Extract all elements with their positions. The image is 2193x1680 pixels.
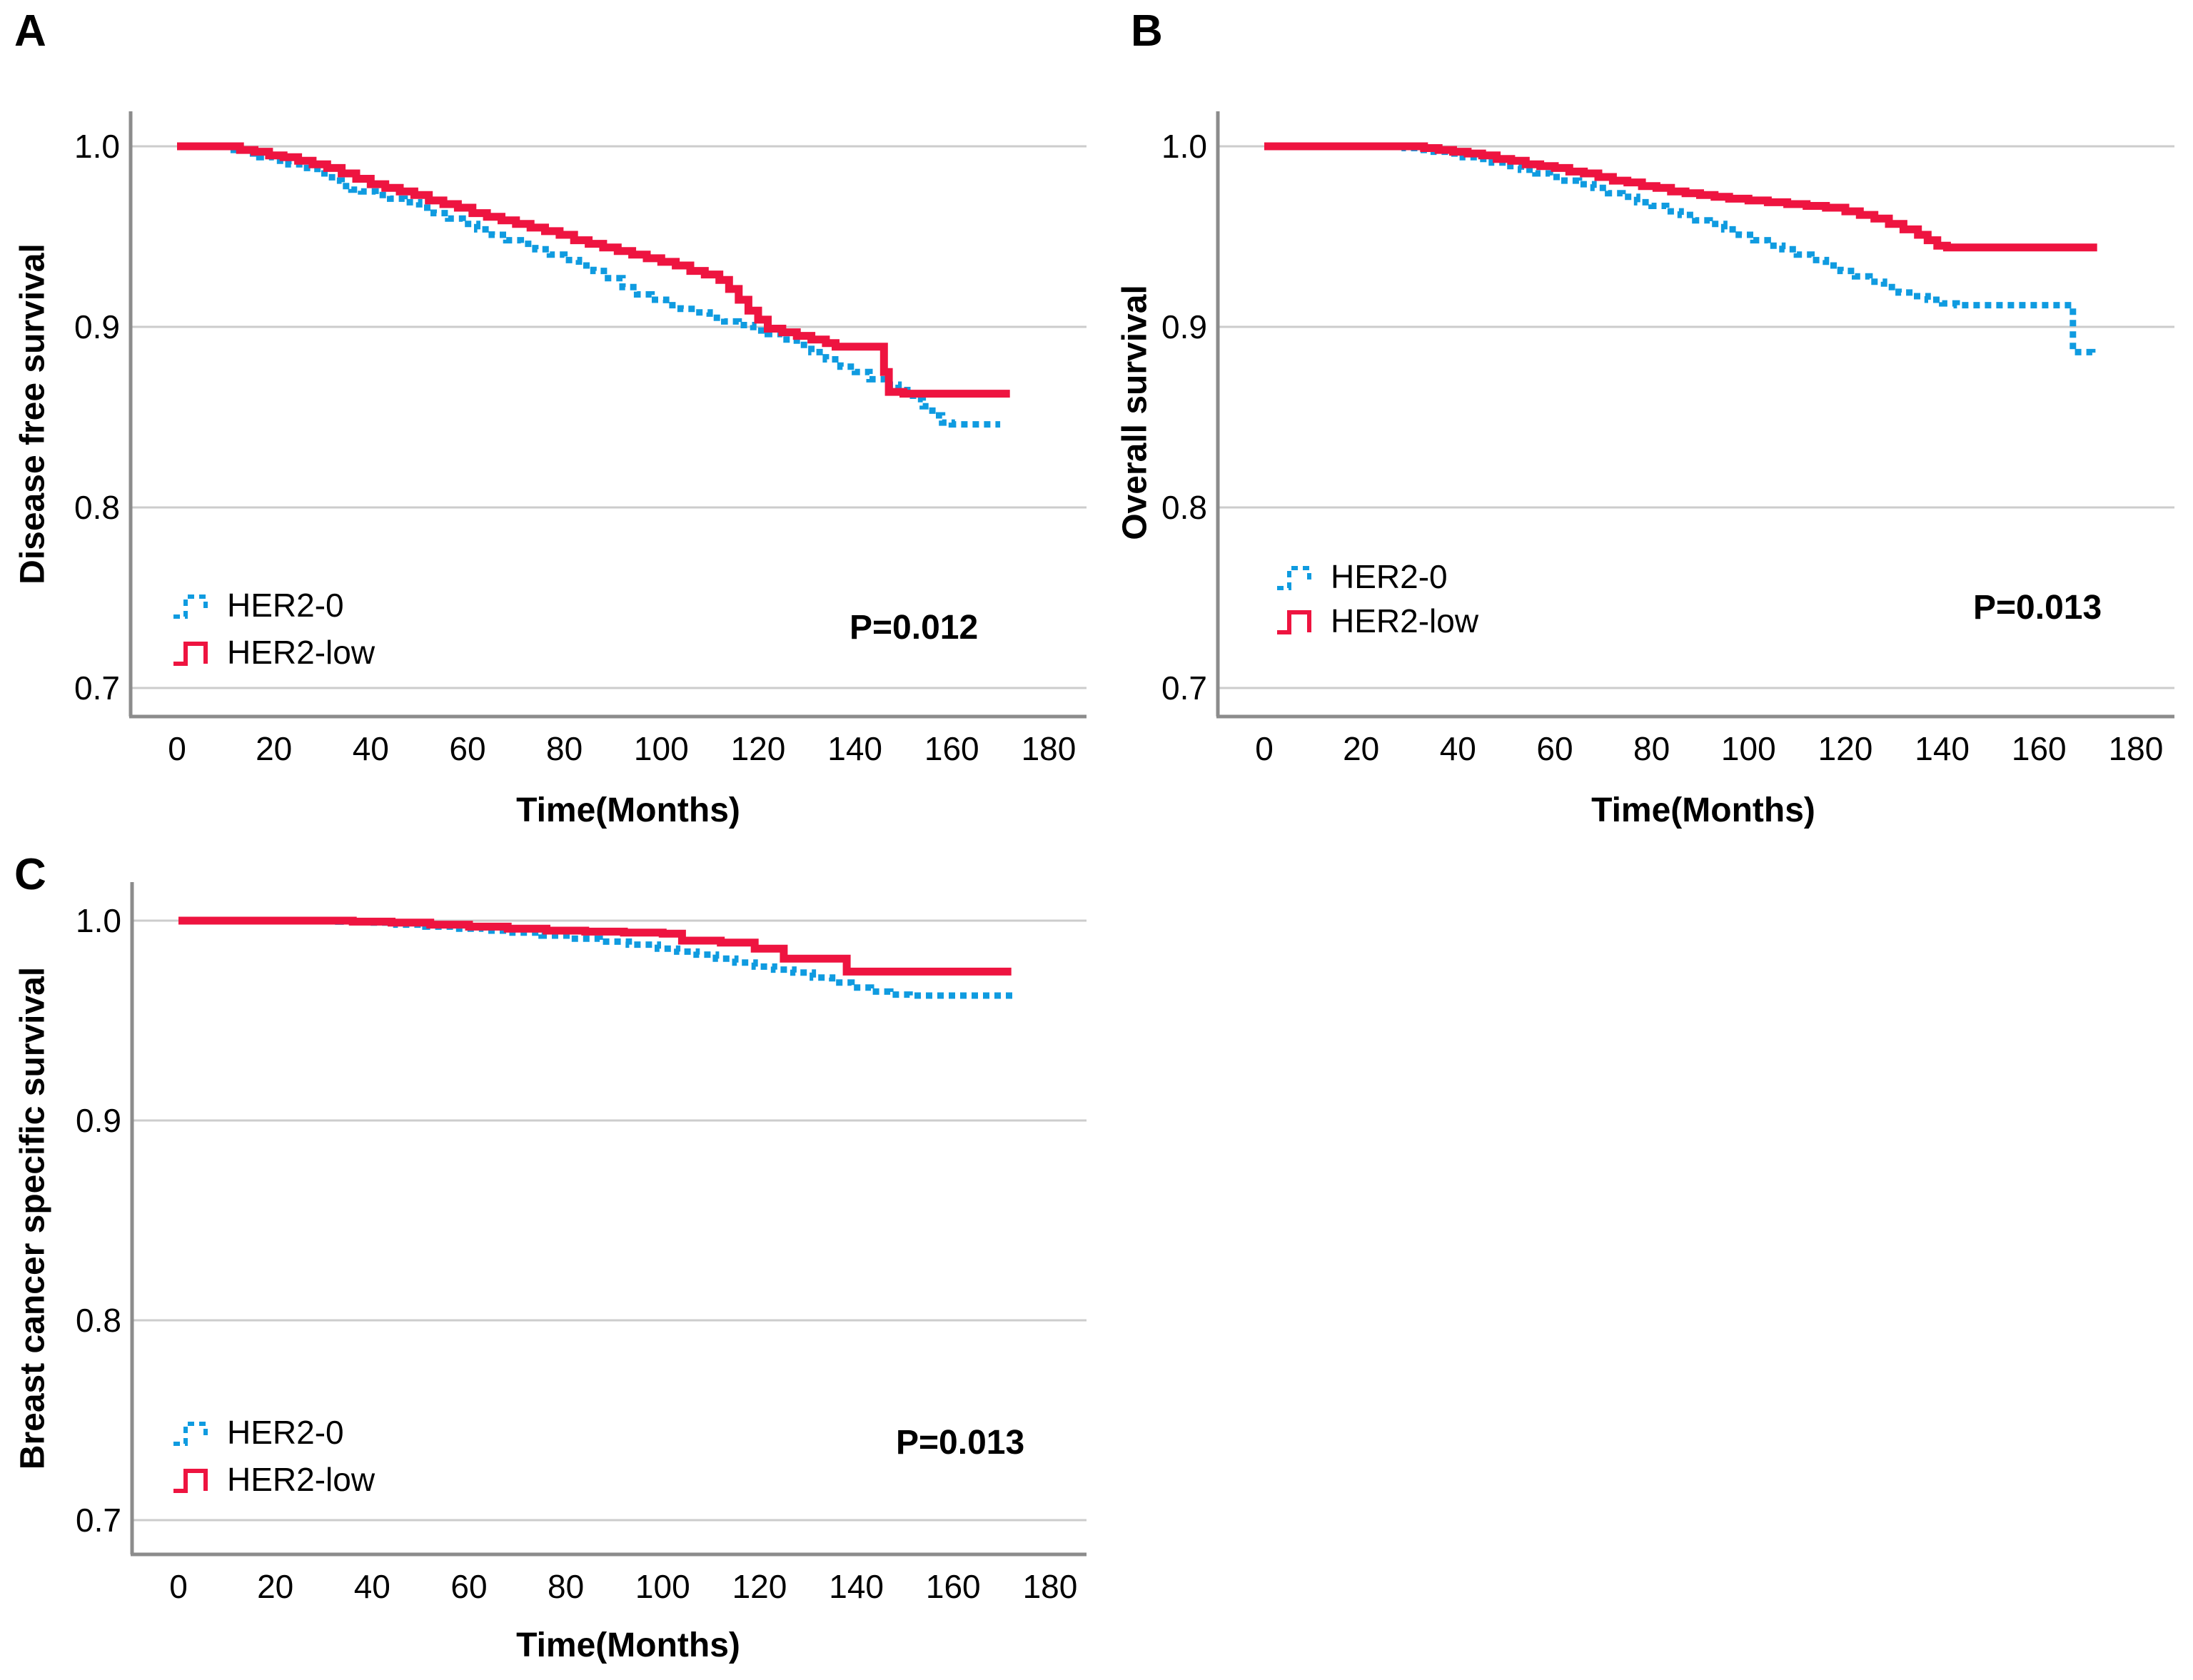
x-tick-label: 20 [257,1568,294,1605]
x-axis-title-a: Time(Months) [516,791,740,829]
x-tick-label: 180 [1021,730,1077,767]
x-tick-label: 160 [925,1568,981,1605]
y-tick-label: 0.9 [1161,308,1207,345]
x-tick-label: 180 [1022,1568,1078,1605]
legend-label: HER2-0 [227,587,344,624]
y-tick-label: 0.7 [1161,669,1207,707]
legend-label: HER2-low [1331,602,1479,639]
km-curve-her2-low [1264,142,2097,252]
p-value-c: P=0.013 [896,1424,1025,1462]
y-tick-label: 0.9 [76,1102,121,1139]
y-axis-title-a: Disease free survival [14,243,52,585]
legend-item-her2-0: HER2-0 [171,585,344,625]
x-tick-label: 60 [450,1568,488,1605]
x-tick-label: 20 [1343,730,1380,767]
y-tick-label: 0.9 [74,308,120,345]
x-tick-label: 160 [2011,730,2067,767]
x-tick-label: 80 [1633,730,1670,767]
km-curve-her2-low [177,142,1010,398]
legend-label: HER2-0 [1331,558,1448,595]
legend-step-icon-her2-low [173,1469,208,1493]
y-tick-label: 0.8 [76,1302,121,1339]
y-tick-label: 1.0 [74,128,120,165]
y-axis-title-c: Breast cancer specific survival [14,966,52,1470]
x-tick-label: 180 [2108,730,2164,767]
y-tick-label: 1.0 [1161,128,1207,165]
x-tick-label: 140 [827,730,882,767]
legend-item-her2-low: HER2-low [1275,601,1478,641]
panel-letter-c: C [14,850,46,899]
y-tick-label: 0.7 [74,669,120,707]
legend-step-icon-her2-low [173,642,208,666]
legend-step-icon-her2-low [1277,610,1311,634]
y-tick-label: 0.8 [74,489,120,526]
legend-item-her2-0: HER2-0 [1275,557,1448,597]
x-axis-title-c: Time(Months) [516,1626,740,1664]
x-tick-label: 80 [546,730,583,767]
legend-label: HER2-low [227,634,375,671]
x-tick-label: 120 [732,1568,787,1605]
x-tick-label: 0 [168,730,186,767]
x-tick-label: 40 [1439,730,1476,767]
legend-step-icon-her2-0 [1277,566,1311,590]
legend-item-her2-0: HER2-0 [171,1412,344,1452]
x-tick-label: 0 [1255,730,1274,767]
km-curve-her2-low [178,916,1012,976]
legend-label: HER2-low [227,1461,375,1498]
p-value-a: P=0.012 [850,609,979,647]
x-tick-label: 60 [1536,730,1573,767]
x-tick-label: 140 [829,1568,884,1605]
x-tick-label: 80 [548,1568,585,1605]
x-tick-label: 100 [633,730,689,767]
panel-letter-b: B [1131,6,1163,56]
x-tick-label: 160 [924,730,979,767]
x-tick-label: 20 [256,730,293,767]
km-curve-her2-0 [177,143,1001,428]
x-tick-label: 100 [1720,730,1776,767]
x-tick-label: 60 [449,730,486,767]
x-tick-label: 40 [353,1568,390,1605]
legend-label: HER2-0 [227,1414,344,1451]
y-tick-label: 1.0 [76,902,121,939]
legend-item-her2-low: HER2-low [171,632,375,672]
y-tick-label: 0.8 [1161,489,1207,526]
p-value-b: P=0.013 [1973,589,2102,627]
panel-letter-a: A [14,6,46,56]
x-tick-label: 140 [1915,730,1970,767]
x-tick-label: 100 [635,1568,690,1605]
x-tick-label: 40 [352,730,389,767]
legend-step-icon-her2-0 [173,594,208,619]
x-tick-label: 120 [1818,730,1873,767]
x-axis-title-b: Time(Months) [1591,791,1815,829]
x-tick-label: 0 [169,1568,188,1605]
legend-item-her2-low: HER2-low [171,1459,375,1499]
legend-step-icon-her2-0 [173,1422,208,1446]
y-axis-title-b: Overall survival [1116,285,1154,540]
y-tick-label: 0.7 [76,1502,121,1539]
x-tick-label: 120 [730,730,786,767]
